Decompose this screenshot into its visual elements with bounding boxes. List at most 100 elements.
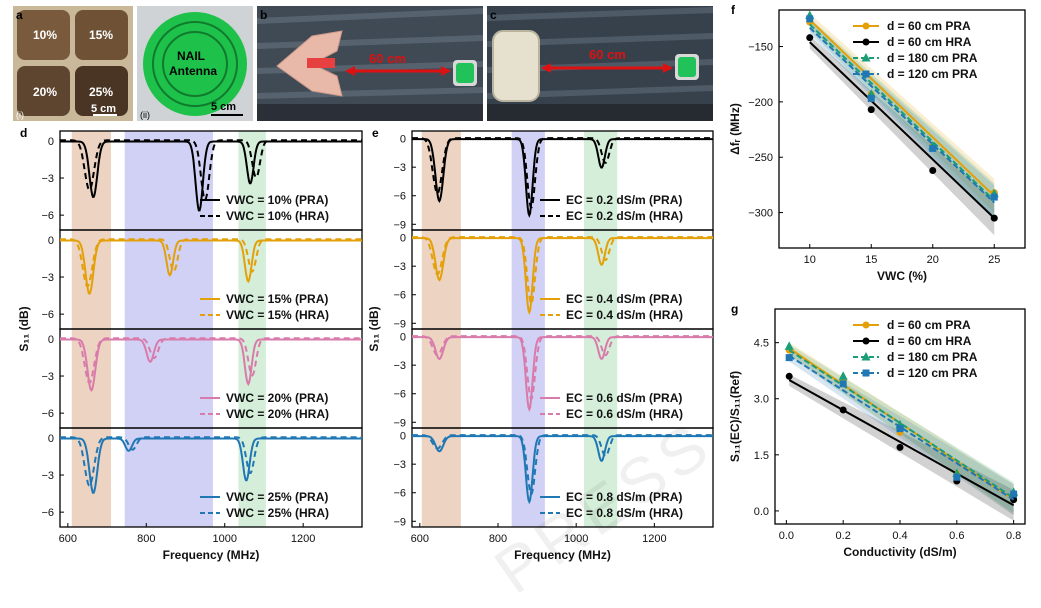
- ytick-label: 0: [48, 235, 54, 247]
- legend-label-pra-1: VWC = 15% (PRA): [226, 292, 328, 306]
- x-axis-label: Conductivity (dS/m): [843, 545, 956, 559]
- ytick-label: −6: [393, 191, 406, 203]
- sub-label-i: (i): [16, 110, 24, 120]
- legend-marker-3: [862, 369, 870, 377]
- ytick-label: 0: [400, 431, 406, 443]
- legend-label-1: d = 60 cm HRA: [887, 35, 972, 49]
- legend-label-2: d = 180 cm PRA: [887, 51, 978, 65]
- legend-label-hra-0: EC = 0.2 dS/m (HRA): [566, 209, 683, 223]
- chart-e-ec-s11: 0 −3 −6 −9 EC = 0.2 dS/m (PRA) EC = 0.2 dS/m …: [367, 126, 714, 562]
- curve-pra-0: [412, 138, 713, 218]
- legend-label-2: d = 180 cm PRA: [887, 350, 978, 364]
- xtick-label: 800: [489, 533, 507, 545]
- ytick-label: −3: [393, 162, 406, 174]
- point-1-1: [867, 106, 875, 114]
- xtick-label: 0.8: [1006, 530, 1021, 542]
- row-frame-3: [411, 427, 714, 528]
- curve-hra-3: [412, 434, 713, 495]
- y-axis-label: S₁₁ (dB): [17, 306, 31, 351]
- point-1-1: [839, 406, 847, 414]
- scale-label-a: 5 cm: [91, 103, 116, 115]
- chart-d-vwc-s11: 0 −3 −6 VWC = 10% (PRA) VWC = 10% (HRA) 0 −3 −6…: [17, 126, 363, 562]
- scale-bar-a2: [211, 114, 243, 116]
- legend-label-pra-0: VWC = 10% (PRA): [226, 193, 328, 207]
- legend-label-hra-0: VWC = 10% (HRA): [226, 209, 329, 223]
- fit-line-1: [809, 41, 995, 219]
- panel-letter: f: [731, 3, 736, 17]
- curve-pra-3: [60, 437, 362, 494]
- panel-letter: e: [372, 126, 379, 140]
- legend-label-0: d = 60 cm PRA: [887, 19, 971, 33]
- ytick-label: −150: [748, 42, 773, 54]
- legend-label-0: d = 60 cm PRA: [887, 318, 971, 332]
- chart-f-frequency-shift: 10 15 20 25 −150 −200 −250 −300 d = 60 cm PRA d =…: [728, 3, 1026, 283]
- fit-line-0: [809, 19, 995, 197]
- y-axis-label: S₁₁(EC)/S₁₁(Ref): [728, 371, 742, 462]
- ytick-label: 0: [48, 433, 54, 445]
- point-1-2: [896, 443, 904, 451]
- xtick-label: 1200: [291, 533, 315, 545]
- point-3-2: [929, 144, 937, 152]
- ytick-label: −6: [41, 210, 54, 222]
- point-3-1: [867, 95, 875, 103]
- soil-label-10: 10%: [33, 28, 57, 42]
- curve-hra-3: [60, 436, 362, 487]
- soil-label-20: 20%: [33, 85, 57, 99]
- point-3-3: [953, 473, 961, 481]
- soil-label-15: 15%: [89, 28, 113, 42]
- legend-label-hra-3: EC = 0.8 dS/m (HRA): [566, 506, 683, 520]
- xtick-label: 20: [927, 254, 939, 266]
- point-3-4: [1010, 490, 1018, 498]
- photo-a-letter: a: [16, 8, 23, 22]
- legend-marker-1: [862, 337, 870, 345]
- legend-marker-2: [861, 352, 871, 361]
- legend-marker-2: [861, 53, 871, 62]
- scale-label-a2: 5 cm: [211, 101, 236, 113]
- ytick-label: 4.5: [754, 338, 769, 350]
- xtick-label: 800: [137, 533, 155, 545]
- curve-hra-1: [60, 238, 362, 288]
- legend-marker-0: [862, 22, 870, 30]
- ytick-label: −6: [41, 309, 54, 321]
- soil-samples-drawing: a 10% 15% 20% 25% 5 cm (i): [13, 6, 133, 121]
- panel-letter: g: [731, 302, 738, 316]
- point-1-2: [929, 167, 937, 175]
- ytick-label: −9: [393, 516, 406, 528]
- soil-label-25: 25%: [89, 85, 113, 99]
- legend-label-hra-2: EC = 0.6 dS/m (HRA): [566, 407, 683, 421]
- ytick-label: 0: [48, 334, 54, 346]
- panel-letter: d: [20, 126, 27, 140]
- figure-root: a 10% 15% 20% 25% 5 cm (i) NAIL Antenna …: [13, 3, 1026, 607]
- legend-label-3: d = 120 cm PRA: [887, 366, 978, 380]
- point-2-0: [784, 341, 794, 350]
- xtick-label: 25: [988, 254, 1000, 266]
- x-axis-label: Frequency (MHz): [163, 548, 260, 562]
- fit-line-1: [788, 379, 1015, 507]
- y-axis-label: Δfᵣ (MHz): [728, 103, 742, 155]
- photo-c-letter: c: [490, 8, 497, 22]
- legend-marker-1: [862, 38, 870, 46]
- ytick-label: 0: [400, 233, 406, 245]
- antenna-drawing: NAIL Antenna 5 cm (ii): [137, 6, 253, 121]
- point-1-0: [806, 34, 814, 42]
- legend-label-hra-3: VWC = 25% (HRA): [226, 506, 329, 520]
- ytick-label: 0: [400, 134, 406, 146]
- photo-c-drawing: c 60 cm: [487, 6, 713, 121]
- soil-samples-photo: a 10% 15% 20% 25% 5 cm (i): [13, 6, 133, 121]
- x-axis-label: Frequency (MHz): [514, 548, 611, 562]
- ytick-label: −6: [393, 389, 406, 401]
- nail-antenna-photo: NAIL Antenna 5 cm (ii): [137, 6, 253, 121]
- ytick-label: −3: [393, 360, 406, 372]
- anechoic-photo-c: c 60 cm: [487, 6, 713, 121]
- ytick-label: −3: [41, 470, 54, 482]
- curve-hra-2: [412, 335, 713, 400]
- xtick-label: 0.0: [779, 530, 794, 542]
- scale-bar-a: [93, 114, 117, 116]
- xtick-label: 600: [411, 533, 429, 545]
- legend-label-hra-1: EC = 0.4 dS/m (HRA): [566, 308, 683, 322]
- legend-label-pra-1: EC = 0.4 dS/m (PRA): [566, 292, 682, 306]
- ytick-label: −6: [41, 408, 54, 420]
- xtick-label: 1000: [564, 533, 588, 545]
- photo-b-drawing: b 60 cm: [257, 6, 483, 121]
- legend-label-pra-2: EC = 0.6 dS/m (PRA): [566, 391, 682, 405]
